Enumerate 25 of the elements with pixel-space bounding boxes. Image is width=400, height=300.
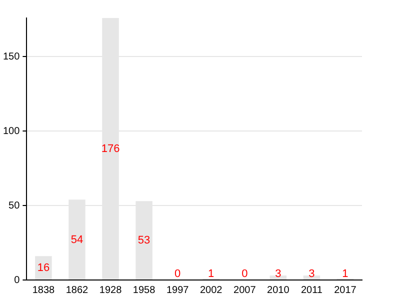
x-tick-label: 2002 bbox=[200, 284, 223, 296]
data-label: 54 bbox=[70, 234, 84, 246]
bar bbox=[35, 256, 52, 280]
y-tick-label: 50 bbox=[8, 200, 20, 212]
data-label: 53 bbox=[138, 234, 150, 247]
x-tick-label: 2017 bbox=[334, 284, 357, 296]
y-tick-label: 100 bbox=[2, 126, 20, 137]
x-tick-label: 2010 bbox=[267, 284, 290, 296]
data-label: 3 bbox=[275, 268, 282, 280]
data-label: 0 bbox=[174, 268, 181, 280]
data-label: 1 bbox=[342, 268, 348, 280]
x-tick-label: 1838 bbox=[32, 284, 56, 296]
x-tick-label: 2011 bbox=[300, 284, 323, 296]
x-tick-label: 1862 bbox=[66, 284, 89, 296]
data-label: 0 bbox=[242, 268, 248, 280]
x-tick-label: 2007 bbox=[234, 284, 256, 296]
x-tick-label: 1958 bbox=[132, 284, 156, 296]
data-label: 176 bbox=[101, 143, 120, 156]
y-tick-label: 150 bbox=[2, 51, 20, 62]
data-label: 16 bbox=[37, 262, 50, 274]
x-tick-label: 1997 bbox=[166, 284, 190, 296]
data-label: 3 bbox=[308, 268, 315, 280]
data-label: 1 bbox=[208, 268, 214, 280]
y-tick-label: 0 bbox=[14, 274, 20, 286]
x-tick-label: 1928 bbox=[99, 284, 122, 296]
